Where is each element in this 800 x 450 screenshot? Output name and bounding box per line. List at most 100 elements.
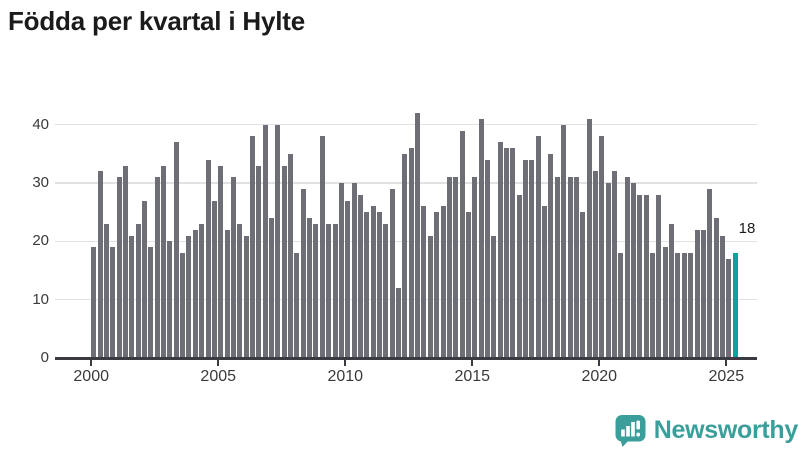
bar: [357, 194, 363, 358]
bar: [643, 194, 649, 358]
bar: [148, 247, 154, 358]
bar: [307, 218, 313, 358]
bar: [364, 212, 370, 358]
bar: [554, 177, 560, 358]
gridline: [55, 124, 757, 126]
bar: [186, 235, 192, 358]
bar: [110, 247, 116, 358]
bar: [351, 183, 357, 358]
bar: [472, 177, 478, 358]
bar: [688, 253, 694, 358]
bar: [129, 235, 135, 358]
x-axis-tick: [471, 360, 474, 366]
bar: [230, 177, 236, 358]
bar: [218, 165, 224, 358]
bar: [535, 136, 541, 358]
bar: [434, 212, 440, 358]
x-axis-label: 2020: [581, 368, 618, 385]
x-axis-label: 2025: [708, 368, 745, 385]
bar: [116, 177, 122, 358]
bar: [599, 136, 605, 358]
bar: [345, 200, 351, 358]
bar: [427, 235, 433, 358]
highlighted-bar-value-label: 18: [738, 220, 756, 238]
bar: [726, 258, 732, 358]
bar: [675, 253, 681, 358]
bar: [453, 177, 459, 358]
y-axis-label: 0: [40, 349, 49, 366]
bar: [611, 171, 617, 358]
bar: [281, 165, 287, 358]
bar: [656, 194, 662, 358]
bar: [180, 253, 186, 358]
newsworthy-logo: Newsworthy: [615, 414, 798, 447]
bar: [440, 206, 446, 358]
bar: [523, 159, 529, 358]
bar: [402, 153, 408, 358]
x-axis-tick: [344, 360, 347, 366]
bar: [383, 223, 389, 358]
x-axis-label: 2015: [454, 368, 491, 385]
x-axis-tick: [598, 360, 601, 366]
bar: [631, 183, 637, 358]
y-axis-label: 30: [32, 174, 49, 192]
bar: [135, 223, 141, 358]
bar: [269, 218, 275, 358]
bar: [97, 171, 103, 358]
bar: [624, 177, 630, 358]
bar: [497, 142, 503, 358]
bar: [713, 218, 719, 358]
y-axis-label: 40: [32, 115, 49, 133]
bar: [707, 188, 713, 358]
bar: [510, 148, 516, 358]
bar: [262, 124, 268, 358]
y-axis-label: 10: [32, 290, 49, 308]
bar: [542, 206, 548, 358]
bar: [529, 159, 535, 358]
bar: [256, 165, 262, 358]
x-axis-line: [55, 357, 757, 360]
highlighted-bar: [732, 253, 738, 358]
bar: [370, 206, 376, 358]
bar: [491, 235, 497, 358]
bar: [662, 247, 668, 358]
bar: [459, 130, 465, 358]
bar: [288, 153, 294, 358]
bar: [719, 235, 725, 358]
bar: [465, 212, 471, 358]
bar: [313, 223, 319, 358]
bar: [586, 118, 592, 358]
bar: [421, 206, 427, 358]
bar: [199, 223, 205, 358]
x-axis-tick: [90, 360, 93, 366]
bar: [669, 223, 675, 358]
newsworthy-speech-bubble-chart-icon: [615, 415, 646, 447]
chart-title: Födda per kvartal i Hylte: [8, 6, 305, 36]
bar: [681, 253, 687, 358]
bar: [548, 153, 554, 358]
bar: [275, 124, 281, 358]
bar: [605, 183, 611, 358]
y-axis-label: 20: [32, 232, 49, 250]
bar: [446, 177, 452, 358]
bar: [173, 142, 179, 358]
bar: [561, 124, 567, 358]
x-axis-label: 2010: [327, 368, 364, 385]
bar: [376, 212, 382, 358]
bar: [484, 159, 490, 358]
bar: [573, 177, 579, 358]
bar: [396, 288, 402, 358]
bar: [618, 253, 624, 358]
bar: [700, 229, 706, 358]
bar: [516, 194, 522, 358]
bar: [154, 177, 160, 358]
bar: [389, 188, 395, 358]
bar: [300, 188, 306, 358]
bar: [243, 235, 249, 358]
bar: [142, 200, 147, 358]
bar: [332, 223, 338, 358]
bar: [319, 136, 325, 358]
bar: [592, 171, 598, 358]
bar: [249, 136, 255, 358]
